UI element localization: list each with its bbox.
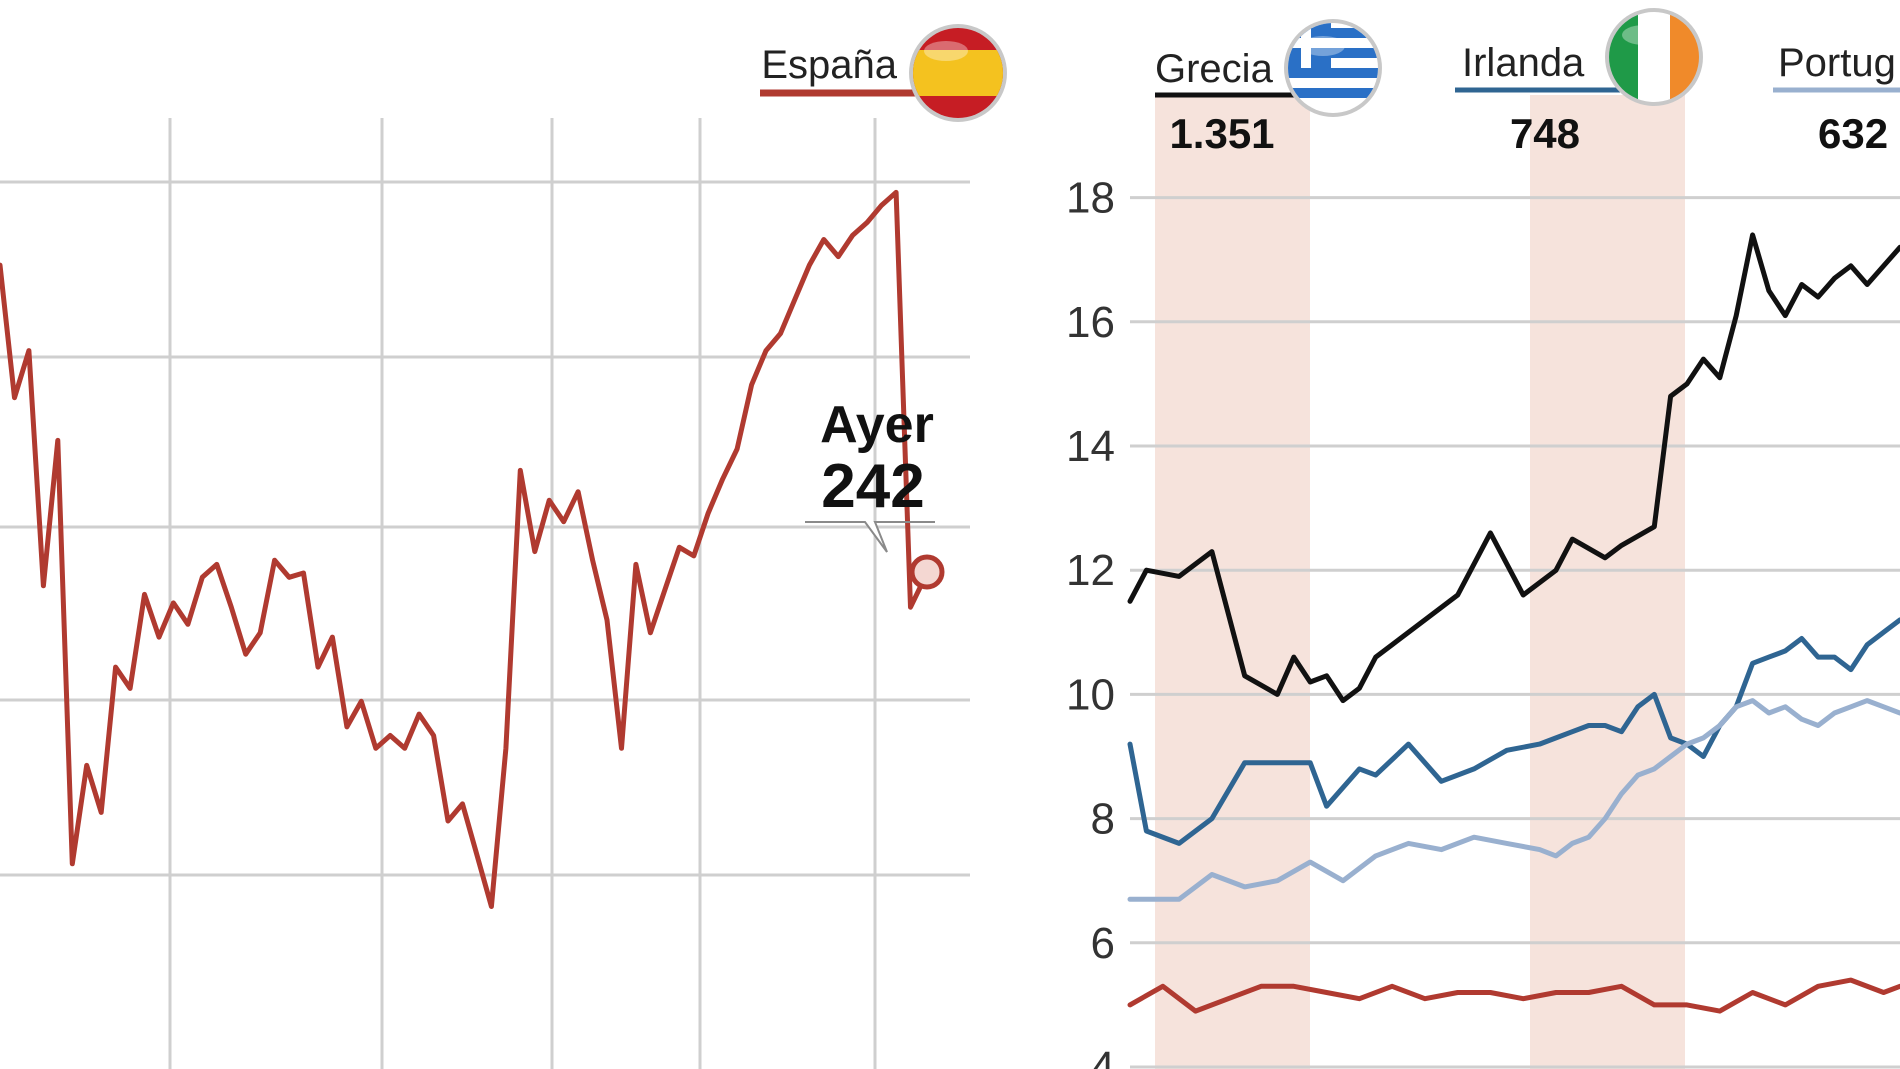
y-tick-label: 16 bbox=[1066, 298, 1115, 347]
right-chart: 4 6 8 10 12 14 16 18 Grecia 1.351 bbox=[1066, 8, 1900, 1069]
annotation-pointer bbox=[805, 521, 935, 553]
legend-ireland: Irlanda 748 bbox=[1455, 8, 1703, 157]
right-gridlines bbox=[1130, 196, 1900, 1069]
y-axis-ticks: 4 6 8 10 12 14 16 18 bbox=[1066, 174, 1115, 1069]
left-gridlines bbox=[0, 118, 970, 1069]
annotation-label: Ayer bbox=[820, 396, 934, 454]
portugal-series-line bbox=[1127, 698, 1900, 902]
legend-value-ireland: 748 bbox=[1510, 110, 1580, 157]
legend-spain: España bbox=[760, 24, 1007, 122]
spain-series-line bbox=[0, 189, 928, 909]
y-tick-label: 12 bbox=[1066, 546, 1115, 595]
legend-portugal: Portug 632 bbox=[1773, 41, 1900, 157]
y-tick-label: 4 bbox=[1091, 1043, 1115, 1069]
y-tick-label: 8 bbox=[1091, 795, 1115, 844]
greece-flag-icon bbox=[1284, 19, 1382, 117]
highlight-bands bbox=[1155, 95, 1685, 1069]
y-tick-label: 6 bbox=[1091, 919, 1115, 968]
irlanda-series-line bbox=[1127, 617, 1900, 846]
legend-greece: Grecia 1.351 bbox=[1155, 19, 1382, 157]
latest-value-marker bbox=[909, 554, 945, 590]
highlight-band-greece bbox=[1155, 95, 1310, 1069]
grecia-series-line bbox=[1127, 232, 1900, 704]
legend-value-greece: 1.351 bbox=[1169, 110, 1274, 157]
highlight-band-ireland bbox=[1530, 95, 1685, 1069]
legend-value-portugal: 632 bbox=[1818, 110, 1888, 157]
legend-label-ireland: Irlanda bbox=[1462, 41, 1585, 85]
y-tick-label: 18 bbox=[1066, 174, 1115, 223]
legend-label-greece: Grecia bbox=[1155, 47, 1274, 91]
spain-flag-icon bbox=[909, 24, 1007, 122]
espaa-series-line bbox=[1127, 977, 1900, 1014]
legend-label-portugal: Portug bbox=[1778, 41, 1896, 85]
right-series-lines bbox=[1127, 232, 1900, 1014]
y-tick-label: 10 bbox=[1066, 670, 1115, 719]
left-chart: Ayer 242 España bbox=[0, 24, 1007, 1069]
legend-label-spain: España bbox=[761, 43, 897, 87]
y-tick-label: 14 bbox=[1066, 422, 1115, 471]
annotation-value: 242 bbox=[821, 452, 924, 521]
